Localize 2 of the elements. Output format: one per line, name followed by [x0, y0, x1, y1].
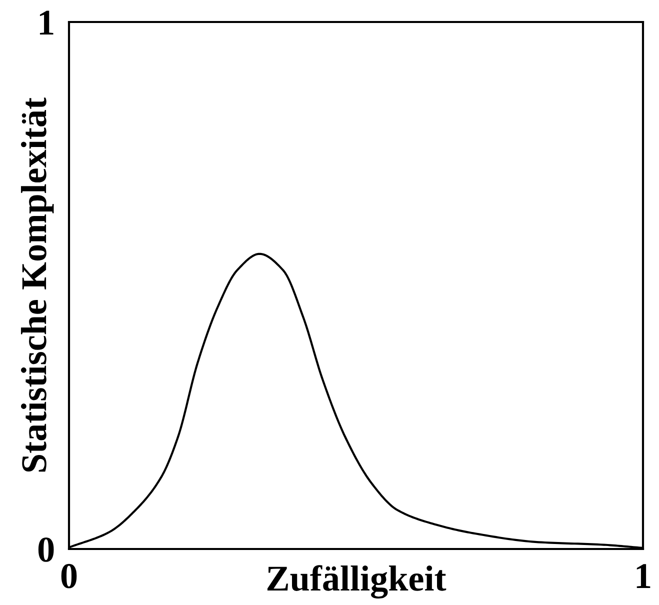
y-axis-title: Statistische Komplexität: [20, 98, 54, 472]
x-axis-title: Zufälligkeit: [267, 565, 446, 598]
